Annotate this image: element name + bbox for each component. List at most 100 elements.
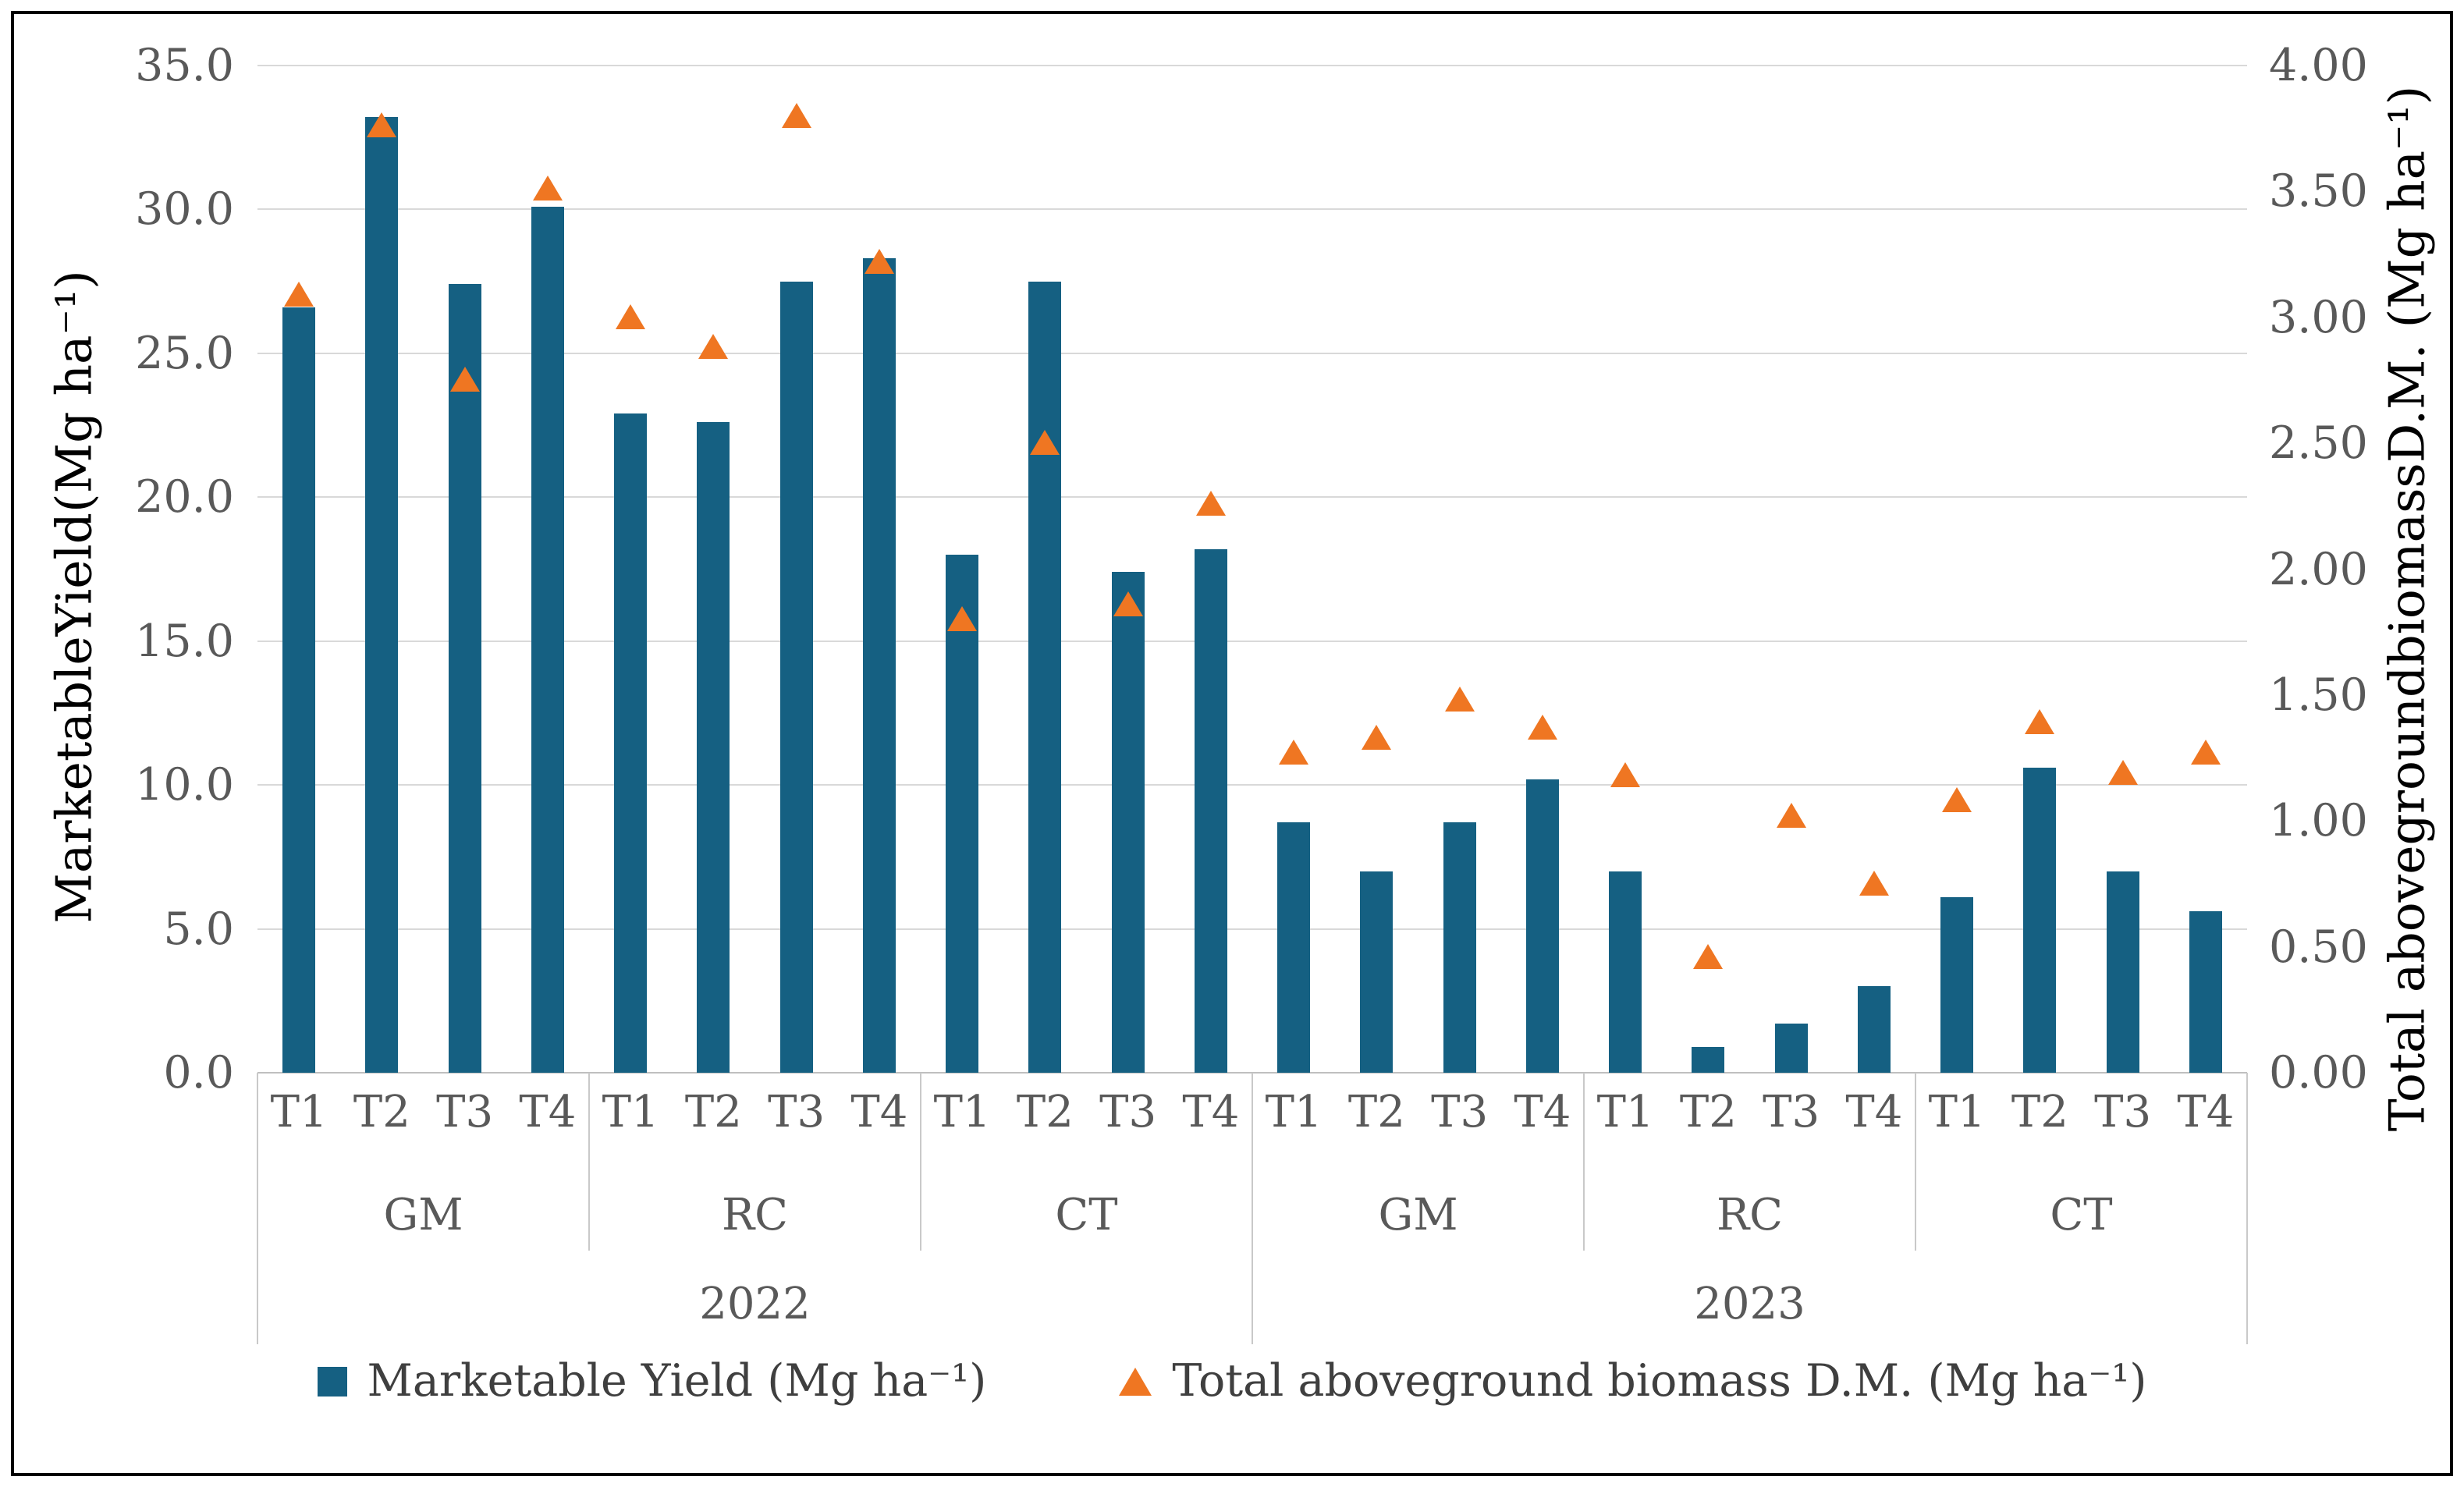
bar-yield-2022-GM-T2 bbox=[365, 117, 399, 1073]
category-label-group: CT bbox=[2050, 1190, 2113, 1240]
category-label-treatment: T2 bbox=[1016, 1087, 1074, 1137]
category-separator bbox=[257, 1073, 258, 1251]
marker-biomass-2023-CT-T4 bbox=[2190, 740, 2221, 765]
marker-biomass-2022-RC-T4 bbox=[864, 248, 894, 274]
bar-yield-2023-CT-T4 bbox=[2189, 911, 2222, 1073]
marker-biomass-2022-GM-T1 bbox=[284, 281, 314, 307]
marker-biomass-2022-CT-T1 bbox=[947, 606, 978, 632]
marker-biomass-2023-CT-T2 bbox=[2025, 709, 2055, 735]
category-label-treatment: T2 bbox=[684, 1087, 742, 1137]
category-label-treatment: T2 bbox=[353, 1087, 410, 1137]
bar-yield-2022-CT-T1 bbox=[946, 555, 979, 1073]
marker-biomass-2023-CT-T1 bbox=[1942, 787, 1972, 813]
marker-biomass-2022-CT-T2 bbox=[1030, 430, 1060, 456]
bar-yield-2023-GM-T4 bbox=[1525, 779, 1559, 1073]
marker-biomass-2023-RC-T3 bbox=[1776, 802, 1806, 828]
category-separator bbox=[588, 1073, 590, 1251]
left-axis-tick-label: 35.0 bbox=[135, 40, 234, 91]
category-label-treatment: T1 bbox=[1265, 1087, 1323, 1137]
gridline bbox=[257, 784, 2247, 786]
category-label-group: CT bbox=[1055, 1190, 1118, 1240]
category-label-group: GM bbox=[1378, 1190, 1458, 1240]
marker-biomass-2022-CT-T3 bbox=[1113, 591, 1143, 616]
bar-yield-2023-RC-T1 bbox=[1609, 871, 1642, 1073]
marker-biomass-2023-RC-T1 bbox=[1610, 762, 1641, 788]
right-axis-tick-label: 4.00 bbox=[2269, 40, 2368, 91]
category-label-treatment: T4 bbox=[519, 1087, 577, 1137]
category-label-treatment: T3 bbox=[1431, 1087, 1489, 1137]
figure-border bbox=[11, 11, 2453, 1476]
right-axis-tick-label: 1.00 bbox=[2269, 795, 2368, 847]
marker-biomass-2022-RC-T2 bbox=[698, 334, 729, 360]
category-label-treatment: T4 bbox=[1182, 1087, 1240, 1137]
category-label-treatment: T1 bbox=[933, 1087, 991, 1137]
category-label-treatment: T4 bbox=[850, 1087, 908, 1137]
gridline bbox=[257, 928, 2247, 930]
left-axis-tick-label: 25.0 bbox=[135, 327, 234, 379]
category-label-treatment: T3 bbox=[768, 1087, 825, 1137]
legend-item-total-biomass: Total aboveground biomass D.M. (Mg ha⁻¹) bbox=[1119, 1359, 2146, 1404]
right-axis-tick-label: 2.50 bbox=[2269, 417, 2368, 470]
category-label-treatment: T4 bbox=[1514, 1087, 1571, 1137]
gridline bbox=[257, 65, 2247, 66]
right-axis-tick-label: 0.00 bbox=[2269, 1047, 2368, 1098]
right-axis-tick-label: 3.00 bbox=[2269, 291, 2368, 343]
gridline bbox=[257, 640, 2247, 642]
marker-biomass-2022-GM-T4 bbox=[532, 176, 563, 201]
left-axis-tick-label: 5.0 bbox=[163, 903, 234, 955]
category-label-group: GM bbox=[383, 1190, 463, 1240]
category-label-treatment: T3 bbox=[1099, 1087, 1157, 1137]
bar-yield-2022-GM-T3 bbox=[448, 284, 481, 1073]
category-label-group: RC bbox=[721, 1190, 789, 1240]
marker-biomass-2023-CT-T3 bbox=[2107, 759, 2138, 785]
left-axis-tick-label: 15.0 bbox=[135, 615, 234, 667]
category-label-treatment: T2 bbox=[1347, 1087, 1405, 1137]
right-axis-tick-label: 2.00 bbox=[2269, 543, 2368, 595]
triangle-series-swatch-icon bbox=[1119, 1367, 1152, 1396]
legend-label: Total aboveground biomass D.M. (Mg ha⁻¹) bbox=[1172, 1355, 2147, 1407]
category-label-treatment: T2 bbox=[1679, 1087, 1737, 1137]
category-separator bbox=[1583, 1073, 1585, 1251]
marker-biomass-2023-GM-T2 bbox=[1362, 724, 1392, 750]
right-axis-tick-label: 1.50 bbox=[2269, 669, 2368, 721]
left-axis-tick-label: 20.0 bbox=[135, 471, 234, 523]
bar-yield-2022-RC-T4 bbox=[862, 258, 896, 1073]
category-separator bbox=[920, 1073, 921, 1251]
legend-item-marketable-yield: Marketable Yield (Mg ha⁻¹) bbox=[317, 1355, 987, 1407]
category-label-treatment: T4 bbox=[1845, 1087, 1903, 1137]
gridline bbox=[257, 208, 2247, 211]
marker-biomass-2023-GM-T1 bbox=[1279, 740, 1309, 765]
legend-label: Marketable Yield (Mg ha⁻¹) bbox=[367, 1355, 987, 1407]
bar-yield-2022-RC-T2 bbox=[697, 422, 730, 1073]
bar-yield-2022-CT-T4 bbox=[1194, 548, 1227, 1073]
bar-yield-2022-CT-T2 bbox=[1028, 281, 1062, 1073]
category-label-treatment: T3 bbox=[2094, 1087, 2152, 1137]
category-label-treatment: T1 bbox=[1928, 1087, 1986, 1137]
gridline bbox=[257, 496, 2247, 499]
category-label-treatment: T3 bbox=[436, 1087, 494, 1137]
category-label-treatment: T3 bbox=[1763, 1087, 1820, 1137]
right-axis-tick-label: 3.50 bbox=[2269, 165, 2368, 218]
category-label-treatment: T1 bbox=[1596, 1087, 1654, 1137]
bar-yield-2022-GM-T1 bbox=[282, 307, 316, 1073]
category-label-group: RC bbox=[1716, 1190, 1784, 1240]
bar-yield-2023-CT-T1 bbox=[1940, 896, 1974, 1073]
category-label-treatment: T2 bbox=[2011, 1087, 2068, 1137]
marker-biomass-2023-GM-T3 bbox=[1444, 687, 1475, 712]
category-separator bbox=[1915, 1073, 1916, 1251]
year-separator bbox=[1252, 1251, 1253, 1344]
marker-biomass-2022-RC-T3 bbox=[781, 102, 811, 128]
bar-yield-2023-RC-T4 bbox=[1857, 986, 1891, 1073]
year-separator bbox=[2246, 1251, 2248, 1344]
category-separator bbox=[2246, 1073, 2248, 1251]
left-axis-tick-label: 10.0 bbox=[135, 759, 234, 811]
bar-yield-2023-RC-T3 bbox=[1774, 1024, 1808, 1073]
bar-yield-2023-RC-T2 bbox=[1692, 1046, 1725, 1073]
marker-biomass-2022-GM-T3 bbox=[449, 367, 480, 392]
bar-yield-2023-CT-T3 bbox=[2106, 871, 2139, 1073]
category-label-treatment: T1 bbox=[270, 1087, 328, 1137]
year-separator bbox=[257, 1251, 258, 1344]
